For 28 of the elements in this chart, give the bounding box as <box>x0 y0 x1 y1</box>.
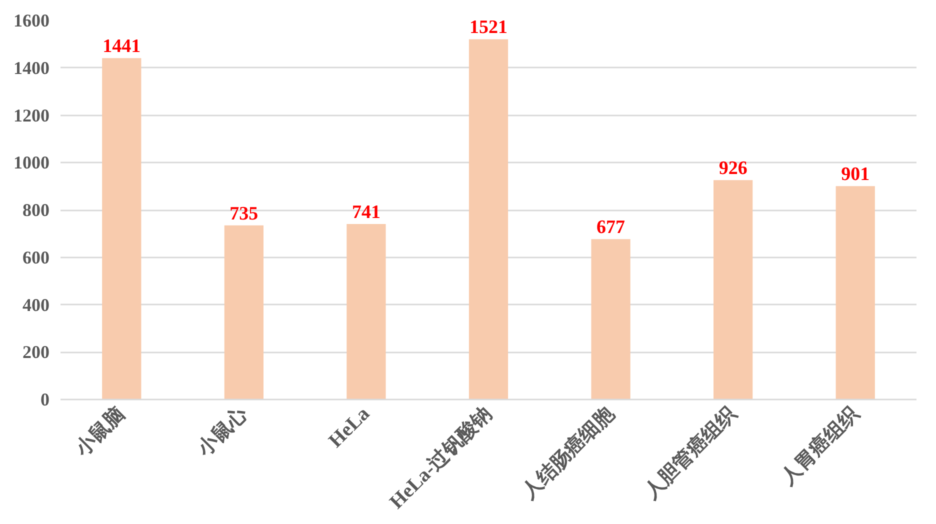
x-tick-label: 人胆管癌组织 <box>639 401 742 504</box>
data-label: 1521 <box>470 17 508 38</box>
data-label: 926 <box>718 158 748 180</box>
data-label: 677 <box>596 217 626 238</box>
data-label: 901 <box>841 164 870 186</box>
y-tick-label: 1200 <box>14 105 50 126</box>
data-label: 741 <box>352 202 380 223</box>
x-tick-label: 小鼠心 <box>192 401 252 462</box>
bar <box>346 224 386 400</box>
bar <box>468 39 508 400</box>
x-tick-label: 小鼠脑 <box>70 402 130 462</box>
y-tick-label: 1400 <box>14 58 50 78</box>
y-tick-label: 0 <box>40 390 50 410</box>
y-tick-label: 1600 <box>14 10 50 30</box>
x-tick-label: 人结肠癌细胞 <box>516 401 620 504</box>
bar <box>591 239 630 400</box>
bar <box>224 225 264 400</box>
y-tick-label: 400 <box>22 294 50 315</box>
y-tick-label: 600 <box>22 247 50 268</box>
bar <box>102 58 142 400</box>
data-label: 1441 <box>102 36 141 58</box>
y-tick-label: 1000 <box>14 152 50 173</box>
bar <box>714 180 753 400</box>
bar <box>836 186 875 400</box>
y-tick-label: 800 <box>22 200 50 220</box>
y-tick-label: 200 <box>22 342 50 362</box>
x-tick-label: 人胃癌组织 <box>775 401 864 490</box>
data-label: 735 <box>230 203 258 224</box>
